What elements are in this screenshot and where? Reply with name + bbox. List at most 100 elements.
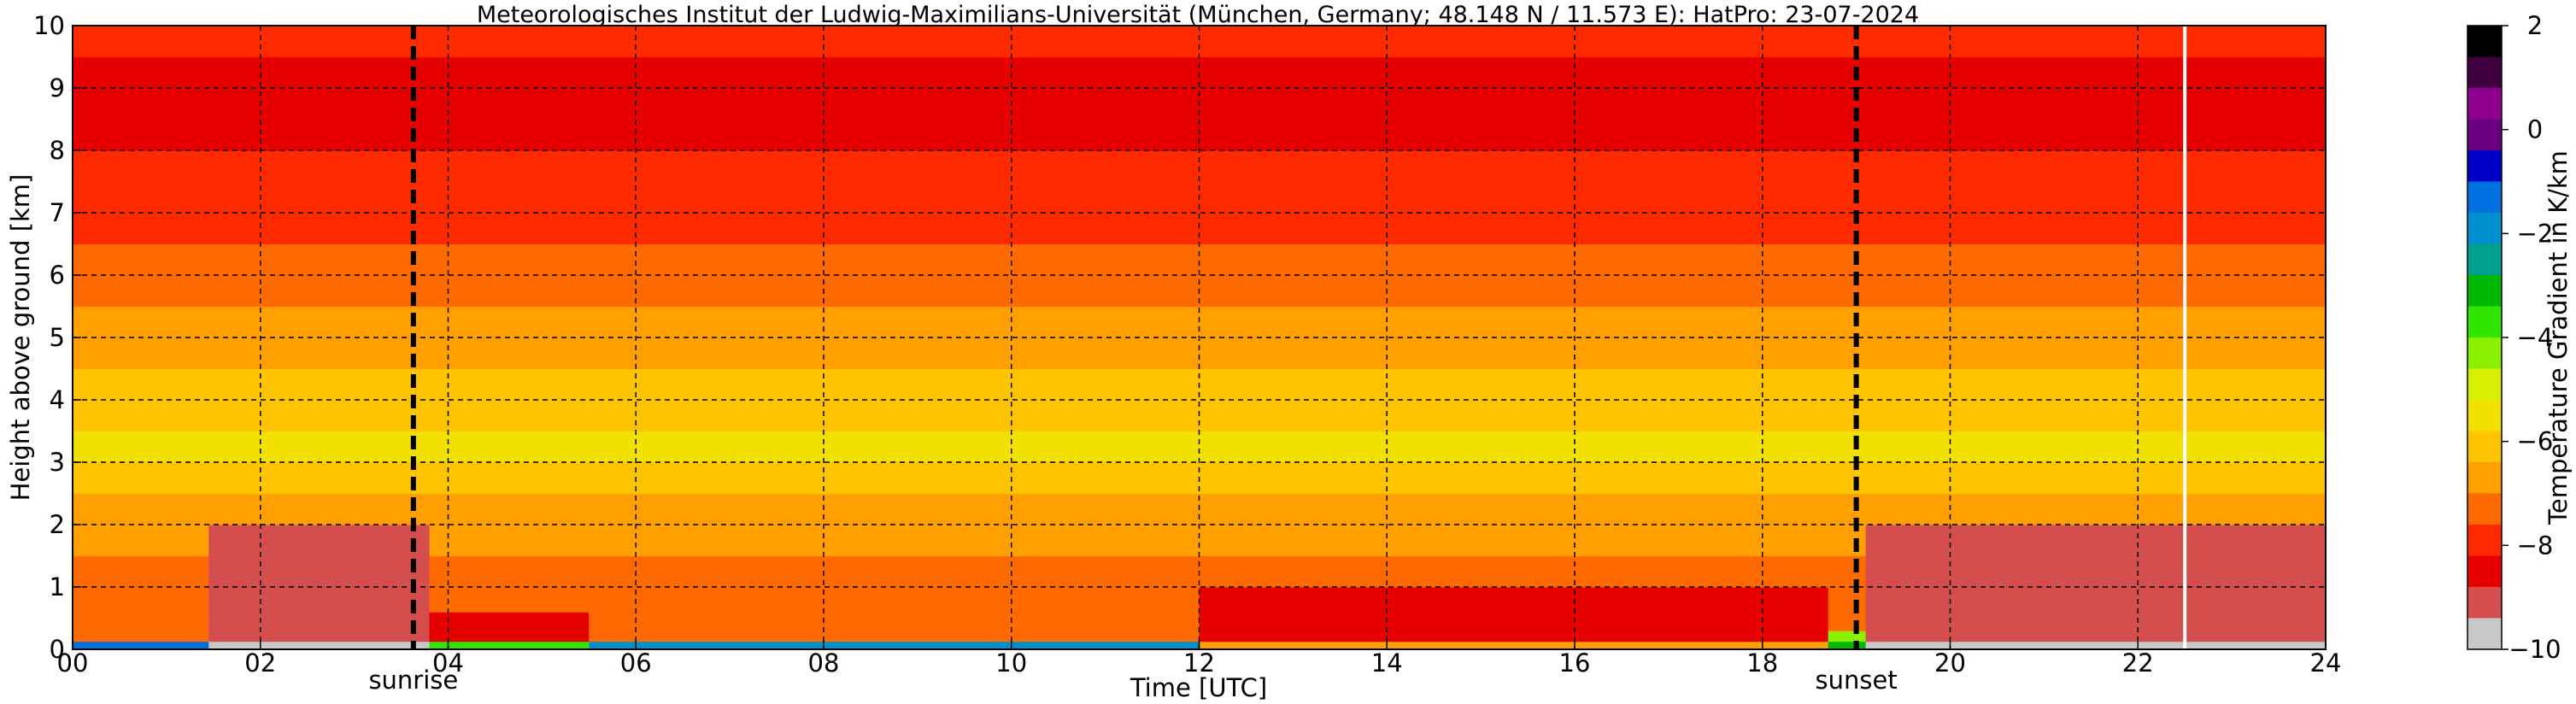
heatmap-cell [1828, 150, 1867, 183]
heatmap-cell [208, 26, 431, 58]
surface-cell [1828, 642, 1867, 649]
x-axis-label: Time [UTC] [1130, 673, 1267, 702]
heatmap-cell [429, 431, 590, 463]
heatmap-cell [589, 243, 1200, 276]
heatmap-cell [1199, 181, 1829, 214]
heatmap-cell [589, 26, 1200, 58]
y-tick-label: 0 [50, 635, 65, 664]
heatmap-cell [429, 555, 590, 588]
heatmap-cell [429, 493, 590, 525]
heatmap-cell [1828, 612, 1867, 631]
heatmap-cell [1828, 306, 1867, 338]
heatmap-cell [73, 213, 209, 245]
heatmap-cell [1199, 612, 1829, 631]
heatmap-cell [208, 493, 431, 525]
heatmap-cell [73, 587, 209, 613]
heatmap-cell [73, 631, 209, 644]
annotations: sunrise sunset [368, 666, 1897, 695]
heatmap-cell [1828, 88, 1867, 120]
heatmap-cell [429, 462, 590, 495]
heatmap-cell [73, 88, 209, 120]
heatmap-cell [1865, 400, 2327, 432]
heatmap-cell [1828, 181, 1867, 214]
heatmap-cell [208, 368, 431, 401]
heatmap-cell [1828, 337, 1867, 370]
heatmap-cell [1828, 56, 1867, 89]
x-tick-label: 00 [57, 648, 89, 678]
heatmap-cell [589, 337, 1200, 370]
heatmap-cell [208, 400, 431, 432]
colorbar-tick-label: −4 [2517, 323, 2554, 352]
heatmap-cell [429, 400, 590, 432]
heatmap-cell [589, 555, 1200, 588]
colorbar-tick-label: −6 [2517, 427, 2554, 456]
heatmap-cell [208, 337, 431, 370]
x-tick-label: 06 [620, 648, 652, 678]
heatmap-cell [1865, 150, 2327, 183]
heatmap-cell [73, 462, 209, 495]
y-axis: 0 1 2 3 4 5 6 7 8 9 10 [33, 11, 81, 664]
heatmap-cell [429, 181, 590, 214]
heatmap-cell [589, 181, 1200, 214]
heatmap-cell [1828, 555, 1867, 588]
heatmap-cell [1199, 275, 1829, 308]
heatmap-cell [1865, 431, 2327, 463]
heatmap-cell [1828, 119, 1867, 151]
heatmap-cell [1199, 88, 1829, 120]
heatmap-cell [1865, 181, 2327, 214]
surface-cell [1865, 642, 2327, 649]
heatmap-cell [208, 462, 431, 495]
heatmap-cell [1865, 119, 2327, 151]
sunset-label: sunset [1816, 666, 1898, 695]
heatmap-cell [73, 368, 209, 401]
heatmap-cell [1865, 525, 2327, 557]
heatmap-cell [429, 213, 590, 245]
heatmap-cell [1865, 368, 2327, 401]
heatmap-cell [1865, 306, 2327, 338]
heatmap-cell [1828, 631, 1867, 644]
y-tick-label: 8 [50, 136, 65, 165]
heatmap-cell [1199, 213, 1829, 245]
grid-lines [73, 26, 2326, 649]
x-tick-label: 14 [1371, 648, 1403, 678]
x-tick-label: 08 [808, 648, 840, 678]
heatmap-cell [589, 493, 1200, 525]
heatmap-cell [208, 88, 431, 120]
x-tick-label: 22 [2122, 648, 2154, 678]
heatmap-cell [429, 525, 590, 557]
heatmap-cell [589, 612, 1200, 631]
heatmap-cell [208, 431, 431, 463]
heatmap-cell [1865, 587, 2327, 613]
surface-cell [589, 642, 1200, 649]
heatmap-cell [429, 275, 590, 308]
heatmap-cell [1865, 462, 2327, 495]
x-tick-label: 12 [1183, 648, 1215, 678]
heatmap-cell [73, 337, 209, 370]
heatmap-cell [1865, 243, 2327, 276]
heatmap-cell [1828, 525, 1867, 557]
heatmap-cell [73, 525, 209, 557]
surface-cell [1199, 642, 1829, 649]
x-tick-label: 10 [995, 648, 1027, 678]
heatmap-cell [73, 431, 209, 463]
heatmap-cell [73, 150, 209, 183]
heatmap-cell [589, 431, 1200, 463]
heatmap-cell [1865, 26, 2327, 58]
heatmap-cell [429, 26, 590, 58]
x-tick-label: 20 [1934, 648, 1966, 678]
x-tick-label: 04 [432, 648, 464, 678]
heatmap-cell [208, 213, 431, 245]
heatmap-cell [429, 119, 590, 151]
colorbar-tick-label: −8 [2517, 531, 2554, 560]
heatmap-cell [589, 275, 1200, 308]
colorbar-tick-label: 0 [2527, 115, 2543, 144]
heatmap-cell [1865, 275, 2327, 308]
heatmap-cell [1199, 462, 1829, 495]
heatmap-cell [73, 275, 209, 308]
x-axis: 00 02 04 06 08 10 12 14 16 18 20 22 24 [57, 641, 2341, 678]
heatmap-cell [208, 150, 431, 183]
heatmap-cell [1199, 306, 1829, 338]
heatmap-cell [208, 243, 431, 276]
heatmap-cell [1199, 243, 1829, 276]
x-tick-label: 02 [244, 648, 276, 678]
